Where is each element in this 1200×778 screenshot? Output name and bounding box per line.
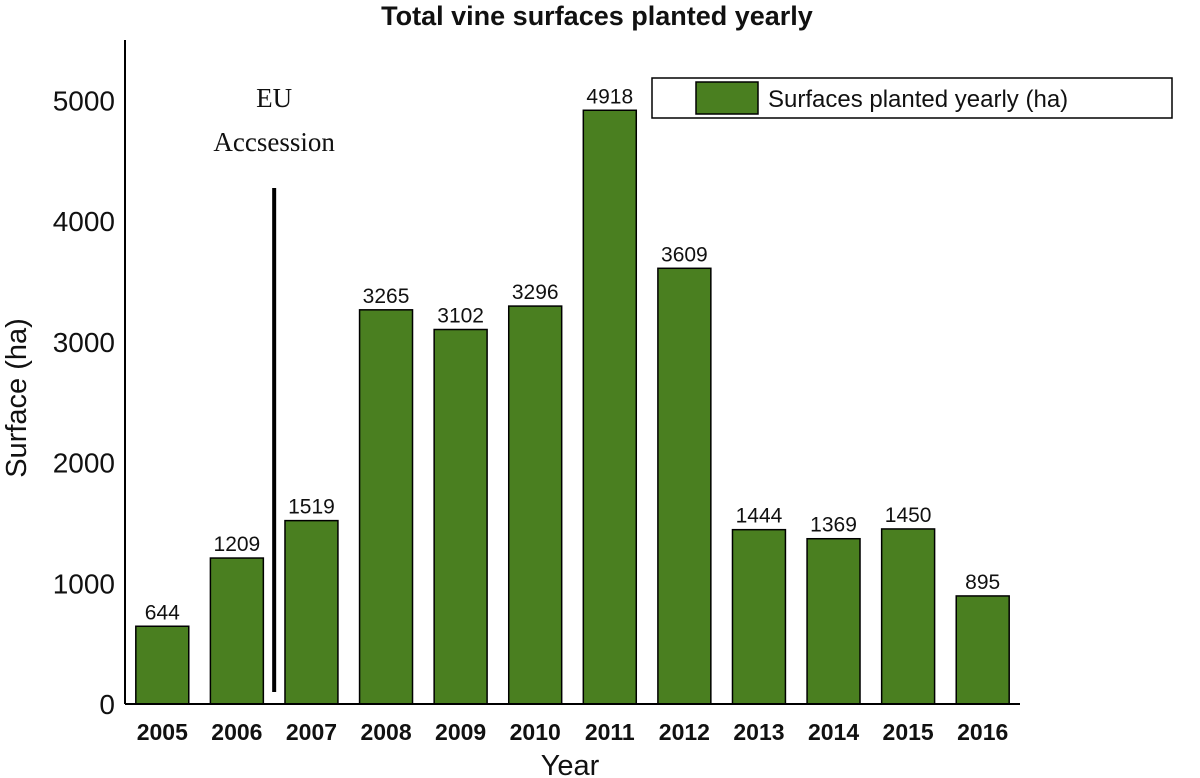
y-tick-label: 3000	[53, 327, 115, 358]
y-axis-label: Surface (ha)	[1, 318, 33, 478]
bar-2006	[209, 557, 265, 705]
x-tick-label: 2014	[808, 719, 859, 745]
legend-label: Surfaces planted yearly (ha)	[768, 86, 1068, 113]
data-label-2012: 3609	[661, 243, 708, 266]
bar-2007	[284, 519, 339, 705]
bar-2013	[731, 528, 787, 705]
x-tick-label: 2007	[286, 719, 337, 745]
data-label-2014: 1369	[810, 514, 857, 537]
bar-2014	[806, 537, 861, 705]
x-tick-label: 2012	[659, 719, 710, 745]
x-tick-label: 2008	[360, 719, 411, 745]
x-axis-label: Year	[541, 750, 600, 778]
bar-2015	[880, 528, 936, 705]
bar-2016	[955, 595, 1010, 705]
chart-title: Total vine surfaces planted yearly	[381, 1, 813, 31]
bar-2010	[507, 305, 563, 705]
eu-accession-label-line1: EU	[256, 83, 292, 113]
data-label-2013: 1444	[736, 505, 783, 528]
data-label-2005: 644	[145, 601, 180, 624]
x-tick-label: 2016	[957, 719, 1008, 745]
y-tick-label: 4000	[53, 206, 115, 237]
data-label-2007: 1519	[288, 496, 335, 519]
data-label-2015: 1450	[885, 504, 932, 527]
data-label-2009: 3102	[437, 305, 484, 328]
y-tick-label: 5000	[53, 85, 115, 116]
data-label-2008: 3265	[363, 285, 410, 308]
legend: Surfaces planted yearly (ha)	[651, 77, 1173, 119]
data-label-2010: 3296	[512, 281, 559, 304]
x-tick-label: 2015	[883, 719, 934, 745]
data-labels: 644 1209 1519 3265 3102 3296 4918 3609 1444 1369 1…	[145, 85, 1000, 624]
data-label-2011: 4918	[586, 85, 633, 108]
bars	[135, 109, 1010, 705]
bar-2008	[358, 309, 414, 705]
x-tick-label: 2010	[510, 719, 561, 745]
x-tick-label: 2011	[585, 719, 635, 745]
data-label-2016: 895	[965, 571, 1000, 594]
y-ticks: 0 1000 2000 3000 4000 5000	[53, 85, 115, 720]
y-tick-label: 1000	[53, 568, 115, 599]
x-tick-label: 2005	[137, 719, 188, 745]
y-tick-label: 2000	[53, 448, 115, 479]
legend-swatch	[695, 81, 759, 115]
x-tick-label: 2013	[733, 719, 784, 745]
x-tick-label: 2006	[211, 719, 262, 745]
bar-2011	[582, 109, 638, 705]
y-tick-label: 0	[99, 689, 115, 720]
x-tick-label: 2009	[435, 719, 486, 745]
x-ticks: 2005 2006 2007 2008 2009 2010 2011 2012 2013 2014…	[137, 719, 1009, 745]
bar-2005	[135, 625, 190, 705]
data-label-2006: 1209	[214, 533, 261, 556]
bar-2012	[657, 267, 712, 705]
bar-2009	[433, 328, 488, 705]
eu-accession-label-line2: Accsession	[213, 127, 335, 157]
